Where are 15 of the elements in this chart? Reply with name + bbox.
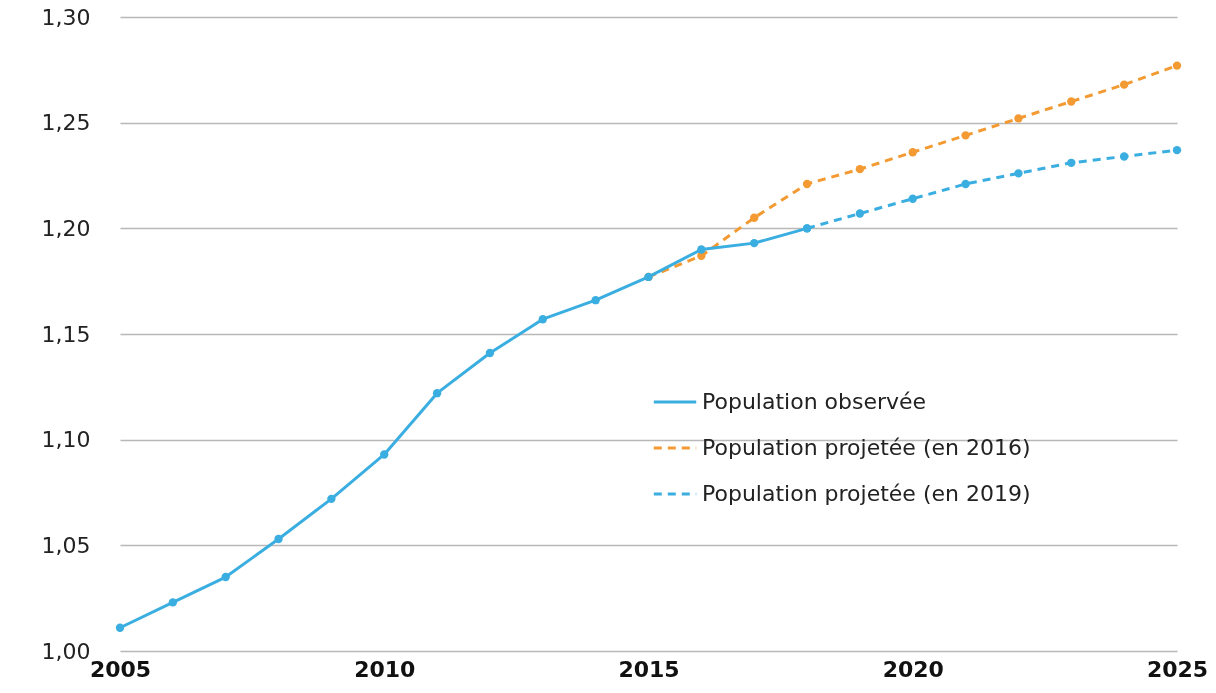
x-tick-label: 2025 xyxy=(1146,656,1209,682)
y-tick-label: 1,25 xyxy=(41,110,91,136)
y-tick-label: 1,20 xyxy=(41,215,91,241)
legend-label: Population observée xyxy=(702,389,927,414)
y-tick-label: 1,05 xyxy=(41,532,91,558)
x-tick-label: 2015 xyxy=(618,656,680,682)
x-tick-label: 2010 xyxy=(354,656,416,682)
legend-label: Population projetée (en 2016) xyxy=(702,435,1031,460)
y-tick-label: 1,30 xyxy=(41,4,91,30)
y-tick-label: 1,15 xyxy=(41,321,91,347)
legend-label: Population projetée (en 2019) xyxy=(702,481,1031,506)
x-tick-label: 2020 xyxy=(882,656,944,682)
y-tick-label: 1,10 xyxy=(41,427,91,453)
y-tick-label: 1,00 xyxy=(41,638,91,664)
x-tick-label: 2005 xyxy=(89,656,152,682)
